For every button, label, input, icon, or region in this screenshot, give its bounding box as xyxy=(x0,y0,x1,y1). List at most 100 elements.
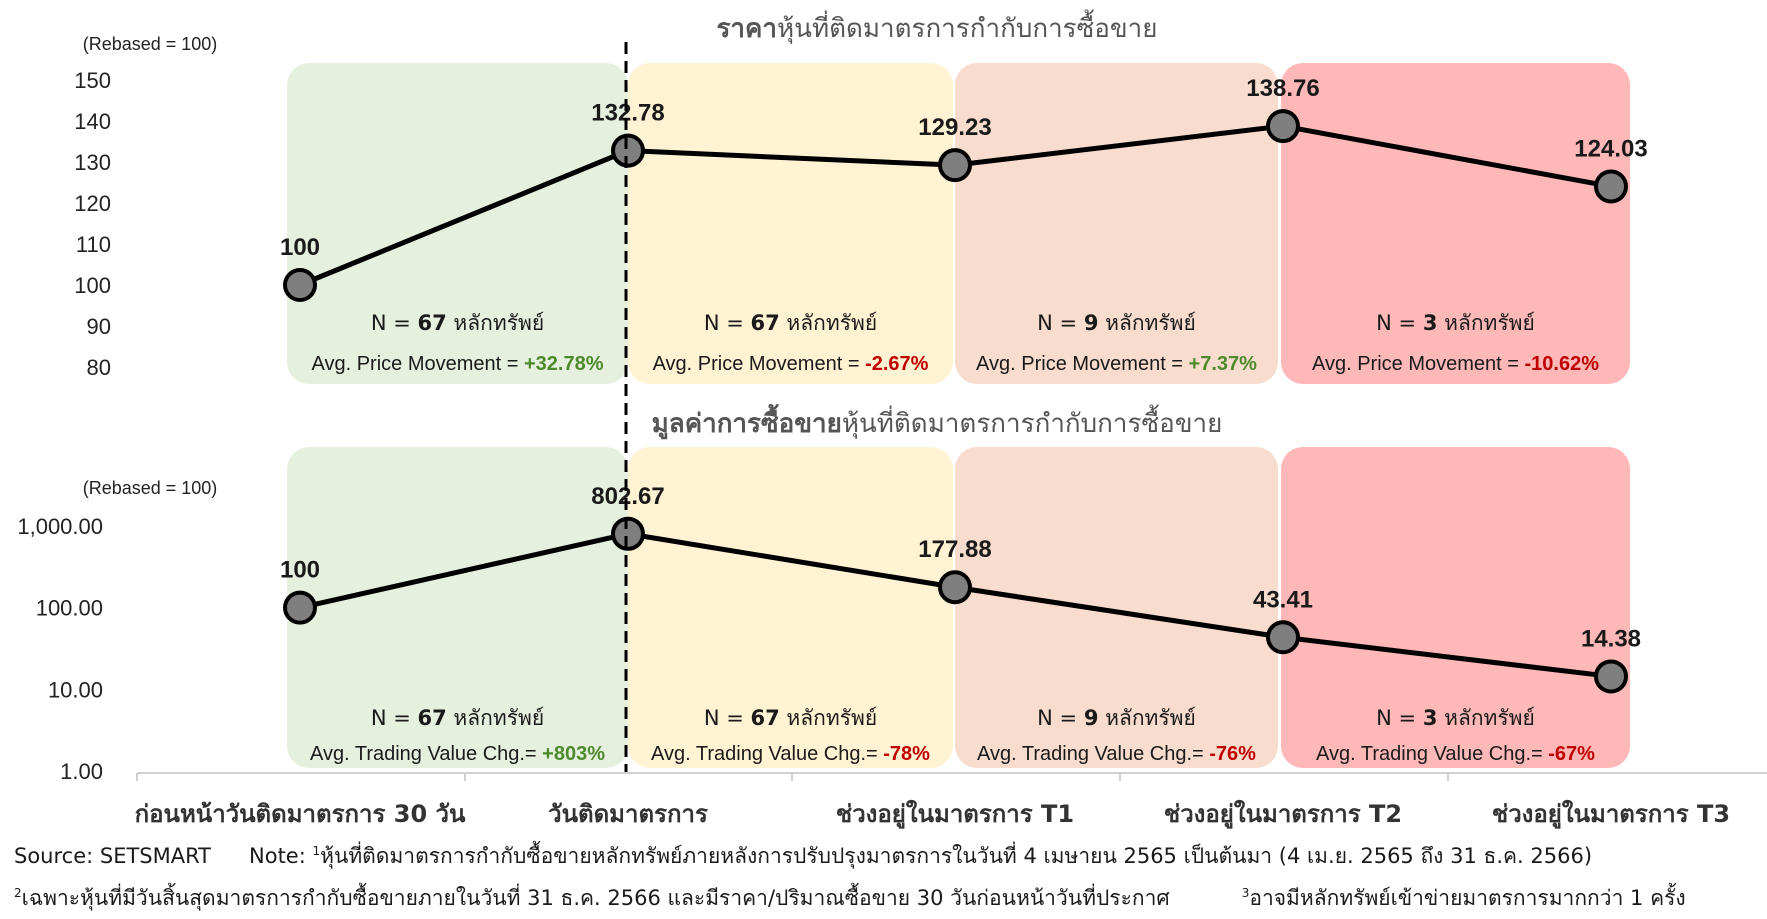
x-tick-label: ก่อนหน้าวันติดมาตรการ 30 วัน xyxy=(135,800,466,828)
phase-panel-2 xyxy=(628,63,953,384)
x-tick-label: วันติดมาตรการ xyxy=(548,800,708,828)
data-label: 129.23 xyxy=(918,114,991,141)
x-tick-label: ช่วงอยู่ในมาตรการ T1 xyxy=(836,799,1074,829)
n-label-prefix: N = xyxy=(1376,706,1423,730)
metric-label: Avg. Trading Value Chg.= -78% xyxy=(651,743,930,765)
footer-line-2: 2เฉพาะหุ้นที่มีวันสิ้นสุดมาตรการกำกับซื้… xyxy=(14,882,1686,915)
n-label-suffix: หลักทรัพย์ xyxy=(1437,706,1534,730)
y-tick-label: 130 xyxy=(74,150,111,175)
n-label: N = 67 หลักทรัพย์ xyxy=(371,706,544,730)
n-label-count: 3 xyxy=(1423,311,1438,335)
n-label-count: 9 xyxy=(1084,706,1099,730)
data-point xyxy=(283,590,317,625)
metric-value: -76% xyxy=(1209,743,1256,765)
data-label: 100 xyxy=(280,234,320,261)
metric-label-text: Avg. Trading Value Chg.= xyxy=(1316,743,1548,765)
metric-label-text: Avg. Price Movement = xyxy=(1312,353,1525,375)
metric-label-text: Avg. Trading Value Chg.= xyxy=(977,743,1209,765)
data-point xyxy=(938,148,972,183)
metric-value: +32.78% xyxy=(524,353,604,375)
metric-label-text: Avg. Price Movement = xyxy=(653,353,866,375)
n-label: N = 67 หลักทรัพย์ xyxy=(704,706,877,730)
note-3-text: อาจมีหลักทรัพย์เข้าข่ายมาตรการมากกว่า 1 … xyxy=(1249,886,1686,910)
data-label: 132.78 xyxy=(591,100,664,127)
note-3-marker: 3 xyxy=(1241,886,1250,900)
n-label-count: 67 xyxy=(418,706,447,730)
n-label: N = 9 หลักทรัพย์ xyxy=(1037,706,1196,730)
metric-label-text: Avg. Price Movement = xyxy=(976,353,1189,375)
y-tick-label: 100.00 xyxy=(36,596,103,621)
phase-panel-1 xyxy=(287,63,628,384)
n-label-prefix: N = xyxy=(1037,311,1084,335)
data-point xyxy=(611,133,645,168)
y-tick-label: 10.00 xyxy=(48,677,103,702)
data-label: 14.38 xyxy=(1581,625,1641,652)
n-label-prefix: N = xyxy=(371,706,418,730)
y-tick-label: 90 xyxy=(87,314,111,339)
n-label: N = 67 หลักทรัพย์ xyxy=(704,311,877,335)
phase-panel-3 xyxy=(955,63,1278,384)
note-2-text: เฉพาะหุ้นที่มีวันสิ้นสุดมาตรการกำกับซื้อ… xyxy=(21,886,1170,910)
metric-label: Avg. Price Movement = -10.62% xyxy=(1312,353,1599,375)
phase-panel-2 xyxy=(628,447,953,768)
metric-label: Avg. Trading Value Chg.= -76% xyxy=(977,743,1256,765)
note-2-marker: 2 xyxy=(14,886,22,900)
data-point xyxy=(1266,620,1300,655)
n-label-count: 67 xyxy=(751,311,780,335)
n-label-prefix: N = xyxy=(704,706,751,730)
metric-label: Avg. Trading Value Chg.= -67% xyxy=(1316,743,1595,765)
note-1-text: หุ้นที่ติดมาตรการกำกับซื้อขายหลักทรัพย์ภ… xyxy=(320,844,1593,868)
y-tick-label: 100 xyxy=(74,273,111,298)
metric-value: -10.62% xyxy=(1525,353,1600,375)
y-tick-label: 140 xyxy=(74,109,111,134)
n-label-prefix: N = xyxy=(1037,706,1084,730)
n-label-count: 67 xyxy=(418,311,447,335)
n-label-prefix: N = xyxy=(1376,311,1423,335)
footer-line-1: Source: SETSMART Note: 1หุ้นที่ติดมาตรการ… xyxy=(14,840,1592,873)
x-tick-label: ช่วงอยู่ในมาตรการ T2 xyxy=(1164,799,1402,829)
n-label: N = 9 หลักทรัพย์ xyxy=(1037,311,1196,335)
y-axis-label: (Rebased = 100) xyxy=(83,478,218,498)
x-tick-label: ช่วงอยู่ในมาตรการ T3 xyxy=(1492,799,1730,829)
n-label-count: 67 xyxy=(751,706,780,730)
y-axis-label: (Rebased = 100) xyxy=(83,34,218,54)
chart-canvas: ราคาหุ้นที่ติดมาตรการกำกับการซื้อขาย (Reb… xyxy=(17,9,1767,829)
metric-value: +803% xyxy=(542,743,605,765)
data-label: 124.03 xyxy=(1574,135,1647,162)
data-label: 177.88 xyxy=(918,536,991,563)
n-label-suffix: หลักทรัพย์ xyxy=(780,311,877,335)
chart-title-rest: หุ้นที่ติดมาตรการกำกับการซื้อขาย xyxy=(842,404,1222,439)
metric-label: Avg. Price Movement = +7.37% xyxy=(976,353,1257,375)
y-tick-label: 120 xyxy=(74,191,111,216)
chart-panel-2: มูลค่าการซื้อขายหุ้นที่ติดมาตรการกำกับกา… xyxy=(17,403,1641,784)
note-1-marker: 1 xyxy=(312,844,321,858)
n-label-count: 3 xyxy=(1423,706,1438,730)
n-label: N = 3 หลักทรัพย์ xyxy=(1376,311,1535,335)
data-point xyxy=(1594,169,1628,204)
phase-panel-3 xyxy=(955,447,1278,768)
phase-panel-4 xyxy=(1281,63,1630,384)
n-label-prefix: N = xyxy=(371,311,418,335)
n-label-suffix: หลักทรัพย์ xyxy=(1098,706,1195,730)
chart-title-bold: มูลค่าการซื้อขาย xyxy=(652,403,842,440)
metric-label: Avg. Trading Value Chg.= +803% xyxy=(310,743,605,765)
data-point xyxy=(611,516,645,551)
chart-title: ราคาหุ้นที่ติดมาตรการกำกับการซื้อขาย xyxy=(716,9,1157,44)
data-point xyxy=(1594,659,1628,694)
n-label-suffix: หลักทรัพย์ xyxy=(447,706,544,730)
metric-value: +7.37% xyxy=(1189,353,1258,375)
metric-label: Avg. Price Movement = -2.67% xyxy=(653,353,929,375)
data-label: 43.41 xyxy=(1253,586,1313,613)
y-tick-label: 110 xyxy=(76,232,111,257)
data-point xyxy=(1266,109,1300,144)
n-label-suffix: หลักทรัพย์ xyxy=(1437,311,1534,335)
y-tick-label: 150 xyxy=(74,68,111,93)
n-label-suffix: หลักทรัพย์ xyxy=(1098,311,1195,335)
note-label: Note: xyxy=(249,844,313,868)
chart-title: มูลค่าการซื้อขายหุ้นที่ติดมาตรการกำกับกา… xyxy=(652,403,1223,440)
metric-label-text: Avg. Trading Value Chg.= xyxy=(651,743,883,765)
n-label-count: 9 xyxy=(1084,311,1099,335)
data-point xyxy=(283,268,317,302)
data-point xyxy=(938,570,972,605)
phase-panel-4 xyxy=(1281,447,1630,768)
